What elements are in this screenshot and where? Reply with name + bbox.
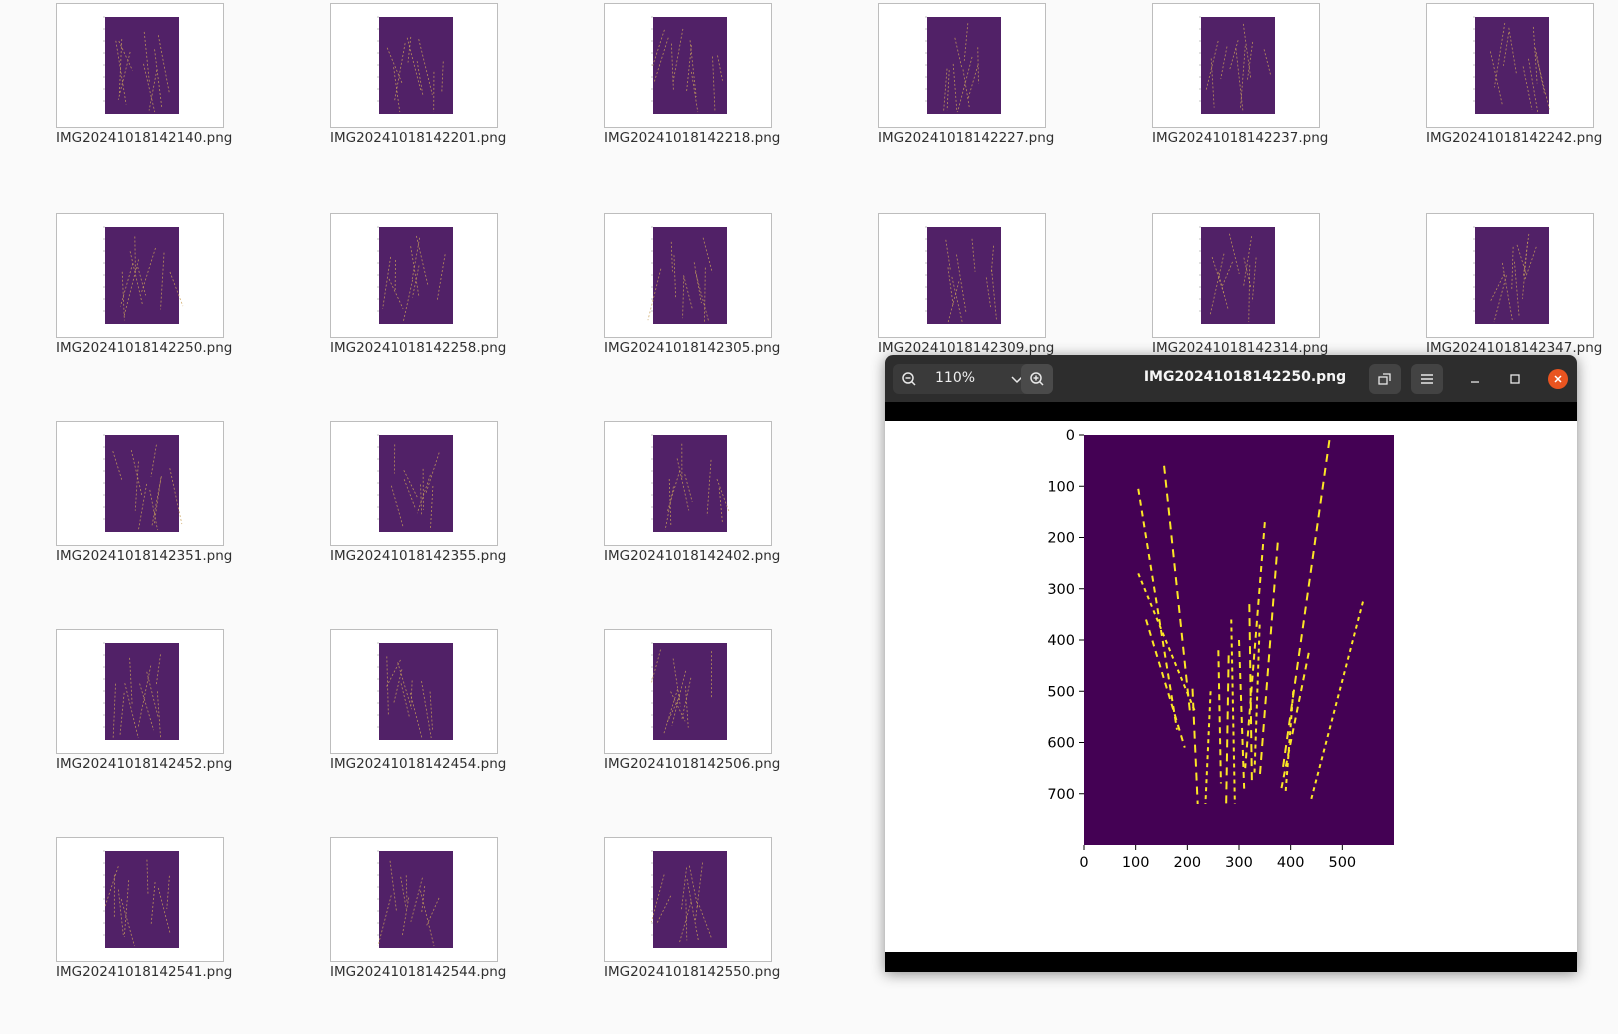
file-name: IMG20241018142242.png (1426, 130, 1618, 146)
file-thumbnail[interactable] (1152, 3, 1320, 128)
zoom-in-icon (1029, 371, 1045, 387)
file-thumbnail[interactable] (604, 213, 772, 338)
rotate-button[interactable] (1369, 364, 1401, 394)
file-item[interactable]: IMG20241018142140.png (0, 0, 300, 200)
file-item[interactable]: IMG20241018142305.png (548, 210, 848, 410)
image-canvas[interactable]: 0 100 200 300 400 500 600 700 0 100 200 300 400 500 (885, 421, 1577, 952)
file-thumbnail[interactable] (878, 3, 1046, 128)
file-thumbnail[interactable] (330, 837, 498, 962)
file-item[interactable]: IMG20241018142250.png (0, 210, 300, 410)
y-tick-label: 0 (1066, 428, 1075, 444)
letterbox-bottom (885, 952, 1577, 972)
file-name: IMG20241018142347.png (1426, 340, 1618, 356)
file-thumbnail[interactable] (56, 421, 224, 546)
file-thumbnail[interactable] (330, 629, 498, 754)
file-item[interactable]: IMG20241018142506.png (548, 626, 848, 826)
y-tick-label: 200 (1047, 531, 1075, 547)
file-item[interactable]: IMG20241018142355.png (274, 418, 574, 618)
viewer-title: IMG20241018142250.png (1115, 369, 1375, 385)
file-thumbnail[interactable] (1426, 3, 1594, 128)
viewer-headerbar[interactable]: 110% IMG20241018142250.png (885, 355, 1577, 402)
file-item[interactable]: IMG20241018142550.png (548, 834, 848, 1034)
file-item[interactable]: IMG20241018142454.png (274, 626, 574, 826)
file-item[interactable]: IMG20241018142544.png (274, 834, 574, 1034)
file-item[interactable]: IMG20241018142402.png (548, 418, 848, 618)
file-name: IMG20241018142506.png (604, 756, 864, 772)
file-thumbnail[interactable] (56, 3, 224, 128)
x-tick-label: 100 (1122, 855, 1150, 871)
file-name: IMG20241018142550.png (604, 964, 864, 980)
file-item[interactable]: IMG20241018142218.png (548, 0, 848, 200)
zoom-level[interactable]: 110% (935, 370, 975, 386)
zoom-control-group: 110% (893, 364, 1053, 394)
file-thumbnail[interactable] (56, 213, 224, 338)
letterbox-top (885, 402, 1577, 421)
file-thumbnail[interactable] (604, 837, 772, 962)
file-thumbnail[interactable] (1426, 213, 1594, 338)
close-icon (1553, 374, 1563, 384)
x-tick-label: 300 (1225, 855, 1253, 871)
plot-image: 0 100 200 300 400 500 600 700 0 100 200 300 400 500 (885, 421, 1577, 952)
y-tick-label: 700 (1047, 787, 1075, 803)
file-thumbnail[interactable] (604, 421, 772, 546)
hamburger-menu-icon (1420, 373, 1434, 385)
file-item[interactable]: IMG20241018142258.png (274, 210, 574, 410)
image-viewer-window[interactable]: 110% IMG20241018142250.png 0 100 200 300 400… (885, 355, 1577, 972)
y-tick-label: 600 (1047, 736, 1075, 752)
close-button[interactable] (1548, 369, 1568, 389)
rotate-icon (1377, 371, 1393, 387)
x-tick-label: 0 (1079, 855, 1088, 871)
file-item[interactable]: IMG20241018142227.png (822, 0, 1122, 200)
x-tick-label: 200 (1173, 855, 1201, 871)
maximize-button[interactable] (1505, 369, 1525, 389)
file-item[interactable]: IMG20241018142201.png (274, 0, 574, 200)
file-thumbnail[interactable] (604, 629, 772, 754)
y-tick-label: 300 (1047, 582, 1075, 598)
zoom-out-button[interactable] (893, 364, 925, 394)
file-item[interactable]: IMG20241018142351.png (0, 418, 300, 618)
minimize-button[interactable] (1465, 369, 1485, 389)
file-item[interactable]: IMG20241018142237.png (1096, 0, 1396, 200)
y-tick-label: 100 (1047, 479, 1075, 495)
file-item[interactable]: IMG20241018142541.png (0, 834, 300, 1034)
minimize-icon (1469, 373, 1481, 385)
file-thumbnail[interactable] (330, 3, 498, 128)
file-thumbnail[interactable] (604, 3, 772, 128)
y-tick-label: 400 (1047, 633, 1075, 649)
zoom-out-icon (901, 371, 917, 387)
zoom-in-button[interactable] (1021, 364, 1053, 394)
file-thumbnail[interactable] (56, 837, 224, 962)
file-item[interactable]: IMG20241018142452.png (0, 626, 300, 826)
x-tick-label: 500 (1328, 855, 1356, 871)
main-menu-button[interactable] (1411, 364, 1443, 394)
y-tick-label: 500 (1047, 684, 1075, 700)
file-thumbnail[interactable] (878, 213, 1046, 338)
x-tick-label: 400 (1277, 855, 1305, 871)
file-thumbnail[interactable] (1152, 213, 1320, 338)
file-thumbnail[interactable] (56, 629, 224, 754)
file-name: IMG20241018142402.png (604, 548, 864, 564)
maximize-icon (1509, 373, 1521, 385)
file-thumbnail[interactable] (330, 213, 498, 338)
file-item[interactable]: IMG20241018142242.png (1370, 0, 1618, 200)
file-thumbnail[interactable] (330, 421, 498, 546)
